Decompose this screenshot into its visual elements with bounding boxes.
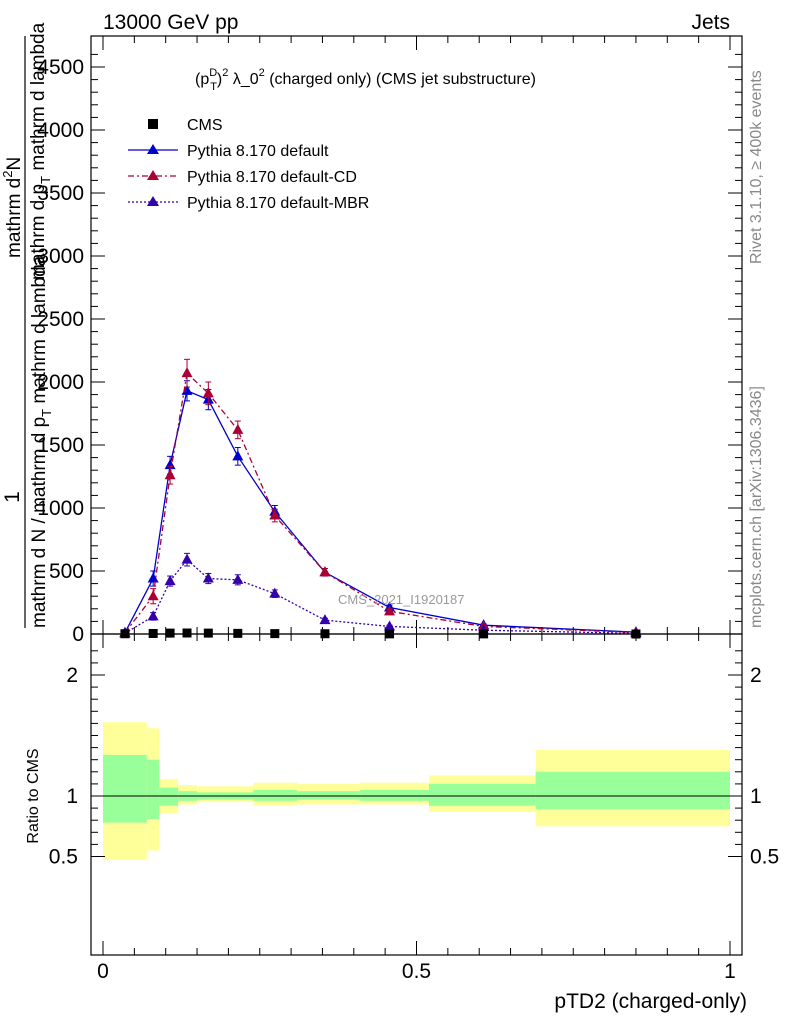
ratio-tick-label-right: 2	[750, 664, 762, 687]
main-axes: 0 500 1000 1500 2000 2500 3000 3500 4000 4500	[37, 36, 742, 646]
ratio-y-axis-label: Ratio to CMS	[25, 748, 42, 843]
ratio-band-inner	[103, 754, 147, 823]
data-point-mbr	[202, 572, 214, 583]
data-point-mbr	[384, 620, 396, 631]
ratio-band-inner	[535, 771, 730, 810]
y-tick-label: 0	[72, 623, 84, 646]
y-tick-label: 500	[49, 560, 84, 583]
y-tick-label: 4000	[37, 119, 84, 142]
data-point-cms	[479, 629, 489, 639]
legend-marker-cms	[148, 119, 158, 129]
series-line-cd	[124, 371, 636, 634]
y-axis-label-one: 1	[1, 491, 24, 503]
ratio-tick-label-left: 1	[66, 785, 78, 808]
data-point-mbr	[181, 553, 193, 564]
y-axis-label-mid: mathrm d pT mathrm d lambda	[28, 22, 53, 280]
ratio-band-inner	[360, 789, 430, 801]
analysis-watermark: CMS_2021_I1920187	[338, 592, 465, 607]
data-point-cms	[120, 629, 130, 639]
data-point-cms	[148, 628, 158, 638]
data-point-cd	[384, 605, 396, 616]
y-tick-label: 1500	[37, 434, 84, 457]
data-point-cms	[203, 628, 213, 638]
ratio-band-inner	[146, 759, 160, 819]
series-layer	[119, 358, 642, 639]
data-point-cms	[165, 628, 175, 638]
x-tick-label: 0.5	[402, 960, 431, 983]
ratio-bands	[103, 722, 730, 861]
ratio-band-inner	[429, 783, 536, 806]
ratio-axes: 0.5 0.5 1 1 2 2 0 0.5 1	[49, 634, 779, 983]
ratio-tick-label-right: 0.5	[750, 846, 779, 869]
ratio-tick-label-left: 2	[66, 664, 78, 687]
data-point-cms	[182, 628, 192, 638]
legend-label-mbr: Pythia 8.170 default-MBR	[187, 195, 369, 212]
data-point-cms	[270, 629, 280, 639]
data-point-default	[232, 450, 244, 461]
data-point-cd	[269, 509, 281, 520]
legend: CMS Pythia 8.170 default Pythia 8.170 de…	[128, 117, 369, 212]
data-point-mbr	[232, 573, 244, 584]
data-point-cd	[164, 469, 176, 480]
legend-marker-cd	[147, 170, 159, 180]
data-point-cms	[631, 629, 641, 639]
data-point-cms	[385, 629, 395, 639]
y-tick-label: 3000	[37, 245, 84, 268]
legend-label-cms: CMS	[187, 117, 223, 134]
y-tick-label: 3500	[37, 182, 84, 205]
legend-marker-mbr	[147, 196, 159, 206]
y-tick-label: 2000	[37, 371, 84, 394]
legend-label-default: Pythia 8.170 default	[187, 143, 329, 160]
legend-label-cd: Pythia 8.170 default-CD	[187, 169, 357, 186]
data-point-mbr	[319, 614, 331, 625]
y-axis-label-denominator: mathrm d N / mathrm d pT mathrm d lambda	[29, 255, 54, 628]
y-tick-label: 4500	[37, 56, 84, 79]
x-tick-label: 0	[97, 960, 109, 983]
data-point-cd	[181, 367, 193, 378]
ratio-tick-label-left: 0.5	[49, 846, 78, 869]
data-point-mbr	[164, 575, 176, 586]
side-label-rivet: Rivet 3.1.10, ≥ 400k events	[748, 70, 765, 264]
plot-title: (pD T)2 λ_02 (charged only) (CMS jet subs…	[195, 67, 536, 93]
data-point-cd	[319, 566, 331, 577]
x-axis-label: pTD2 (charged-only)	[554, 990, 747, 1013]
x-tick-label: 1	[724, 960, 736, 983]
data-point-mbr	[269, 587, 281, 598]
y-tick-label: 1000	[37, 497, 84, 520]
data-point-cd	[232, 423, 244, 434]
ratio-band-inner	[297, 791, 361, 800]
data-point-cd	[147, 590, 159, 601]
side-label-mcplots: mcplots.cern.ch [arXiv:1306.3436]	[748, 386, 765, 628]
data-point-cms	[233, 628, 243, 638]
data-point-cms	[320, 629, 330, 639]
header-left: 13000 GeV pp	[103, 11, 238, 34]
data-point-default	[147, 572, 159, 583]
ratio-tick-label-right: 1	[750, 785, 762, 808]
ratio-band-inner	[253, 789, 298, 801]
data-point-cd	[202, 387, 214, 398]
y-tick-label: 2500	[37, 308, 84, 331]
ratio-band-inner	[159, 787, 179, 806]
y-axis-label-numerator: mathrm d2N	[0, 157, 25, 258]
legend-marker-default	[147, 144, 159, 154]
y-axis-label: 1 mathrm d N / mathrm d pT mathrm d lamb…	[0, 22, 54, 628]
data-point-mbr	[147, 610, 159, 621]
header-right: Jets	[691, 11, 730, 34]
